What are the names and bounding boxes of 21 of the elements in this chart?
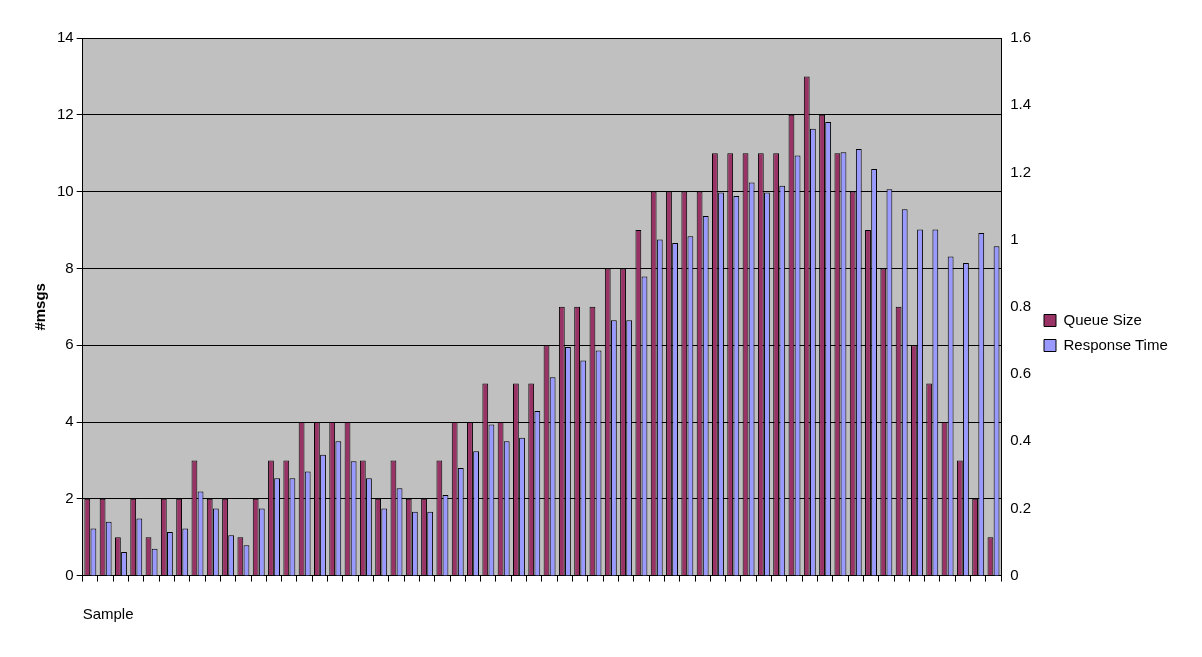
y2-tick-label: 0.2	[1010, 498, 1032, 516]
y-tick-label: 0	[65, 565, 74, 583]
y-tick-label: 10	[57, 181, 74, 199]
y-axis-title: #msgs	[31, 283, 49, 331]
y-tick-label: 12	[57, 104, 74, 122]
y-tick-label: 4	[65, 412, 74, 430]
y2-tick-label: 1.4	[1010, 95, 1032, 113]
y-tick-label: 2	[65, 488, 74, 506]
y-tick-label: 6	[65, 335, 74, 353]
y-tick-label: 14	[57, 28, 74, 46]
y2-tick-label: 0.4	[1010, 431, 1032, 449]
y2-tick-label: 1	[1010, 229, 1019, 247]
x-axis-title: Sample	[82, 605, 134, 623]
y2-tick-label: 0	[1010, 565, 1019, 583]
y2-tick-label: 1.2	[1010, 162, 1032, 180]
y2-tick-label: 0.6	[1010, 364, 1032, 382]
legend-label: Response Time	[1063, 335, 1168, 353]
y2-tick-label: 0.8	[1010, 296, 1032, 314]
legend-label: Queue Size	[1063, 310, 1142, 328]
y2-tick-label: 1.6	[1010, 28, 1032, 46]
y-tick-label: 8	[65, 258, 74, 276]
